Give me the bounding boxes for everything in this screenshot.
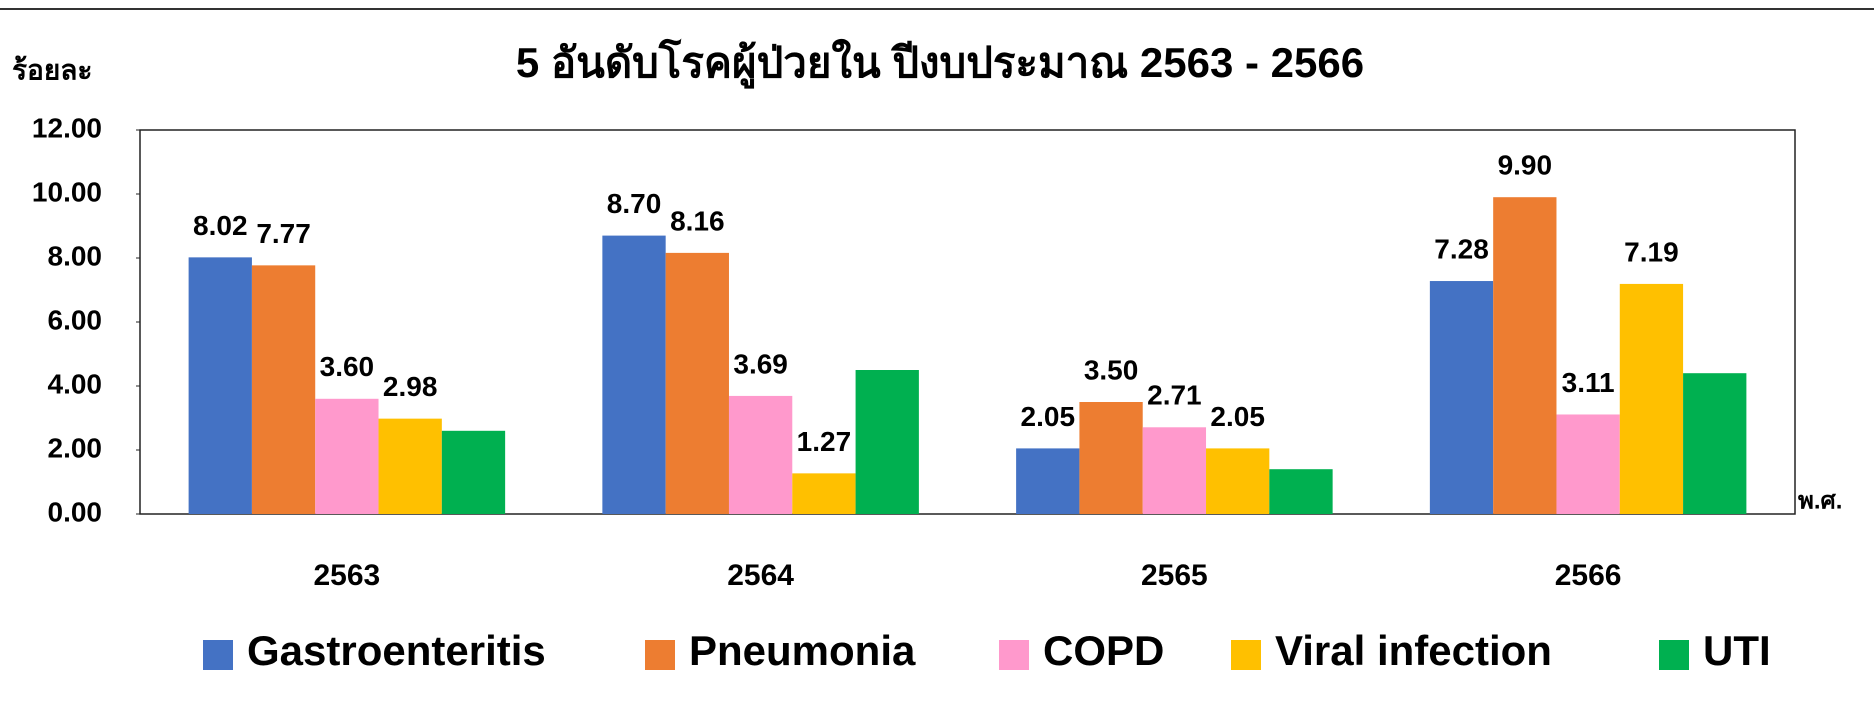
bar	[1429, 281, 1494, 514]
bar	[602, 235, 666, 514]
bar	[1493, 197, 1557, 514]
data-label: 3.50	[1084, 354, 1139, 385]
bar	[251, 265, 316, 514]
y-tick-label: 2.00	[48, 432, 103, 463]
y-tick-label: 12.00	[32, 112, 102, 143]
data-label: 3.11	[1562, 367, 1615, 398]
legend-label: Gastroenteritis	[247, 627, 546, 674]
y-axis-label: ร้อยละ	[12, 54, 92, 85]
data-label: 3.60	[320, 351, 375, 382]
bar	[1556, 414, 1620, 514]
bar	[441, 430, 506, 514]
y-tick-label: 10.00	[32, 176, 102, 207]
x-tick-label: 2565	[1141, 559, 1208, 592]
bar	[792, 473, 856, 514]
bar	[1142, 427, 1207, 514]
legend-swatch	[1231, 640, 1261, 670]
bar	[378, 418, 442, 514]
legend-label: Pneumonia	[689, 627, 916, 674]
bar	[728, 395, 793, 514]
bar	[1269, 469, 1333, 514]
legend-label: UTI	[1703, 627, 1771, 674]
bar	[188, 257, 252, 514]
chart-title: 5 อันดับโรคผู้ป่วยใน ปีงบประมาณ 2563 - 2…	[516, 38, 1364, 89]
bar	[665, 252, 729, 514]
x-axis-label: พ.ศ.	[1798, 487, 1842, 514]
bar	[1619, 283, 1684, 514]
bar	[1079, 402, 1143, 514]
data-label: 7.28	[1434, 233, 1489, 264]
x-tick-label: 2564	[727, 559, 794, 592]
data-label: 8.16	[670, 205, 725, 236]
data-label: 7.77	[256, 218, 311, 249]
y-tick-label: 0.00	[48, 496, 103, 527]
bar	[1016, 448, 1080, 514]
y-tick-label: 6.00	[48, 304, 103, 335]
legend-label: COPD	[1043, 627, 1164, 674]
data-label: 2.71	[1147, 380, 1202, 411]
data-label: 3.69	[733, 348, 788, 379]
bar	[855, 370, 919, 514]
x-tick-label: 2563	[314, 559, 381, 592]
bar	[1683, 373, 1747, 514]
legend-label: Viral infection	[1275, 627, 1552, 674]
data-label: 2.05	[1210, 401, 1265, 432]
data-label: 7.19	[1624, 236, 1679, 267]
legend-swatch	[203, 640, 233, 670]
data-label: 1.27	[797, 426, 852, 457]
bar	[315, 398, 379, 514]
data-label: 2.98	[383, 371, 438, 402]
x-tick-label: 2566	[1555, 559, 1622, 592]
y-tick-label: 8.00	[48, 240, 103, 271]
legend-swatch	[999, 640, 1029, 670]
data-label: 8.70	[607, 188, 662, 219]
y-tick-label: 4.00	[48, 368, 103, 399]
data-label: 2.05	[1021, 401, 1076, 432]
data-label: 9.90	[1498, 150, 1553, 181]
legend-swatch	[1659, 640, 1689, 670]
bar	[1206, 448, 1270, 514]
legend-swatch	[645, 640, 675, 670]
data-label: 8.02	[193, 210, 248, 241]
